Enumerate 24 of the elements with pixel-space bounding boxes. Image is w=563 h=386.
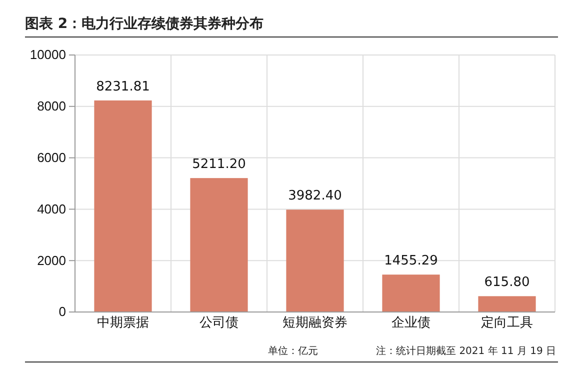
x-tick-label: 企业债	[392, 314, 430, 330]
y-tick-label: 8000	[37, 98, 66, 114]
y-tick-label: 4000	[37, 201, 66, 216]
text: 单位：亿元	[268, 345, 318, 357]
text: 注：统计日期截至 2021 年 11 月 19 日	[376, 345, 556, 357]
x-tick-label: 中期票据	[97, 314, 149, 330]
x-tick-label: 短期融资券	[282, 314, 348, 330]
bar	[382, 274, 440, 312]
bar	[190, 178, 248, 312]
y-tick-label: 10000	[30, 47, 66, 62]
bar	[286, 210, 344, 312]
data-label: 5211.20	[192, 157, 246, 172]
x-tick-label: 公司债	[200, 314, 238, 330]
y-tick-label: 0	[58, 304, 66, 320]
bar	[94, 100, 152, 312]
data-label: 615.80	[484, 275, 530, 290]
bar	[478, 296, 536, 312]
data-label: 1455.29	[384, 254, 438, 269]
chart-title: 图表 2：电力行业存续债券其券种分布	[25, 16, 264, 32]
data-label: 8231.81	[96, 79, 150, 94]
y-tick-label: 6000	[37, 150, 66, 165]
x-tick-label: 定向工具	[481, 314, 533, 330]
y-tick-label: 2000	[37, 252, 66, 268]
data-label: 3982.40	[288, 188, 342, 204]
